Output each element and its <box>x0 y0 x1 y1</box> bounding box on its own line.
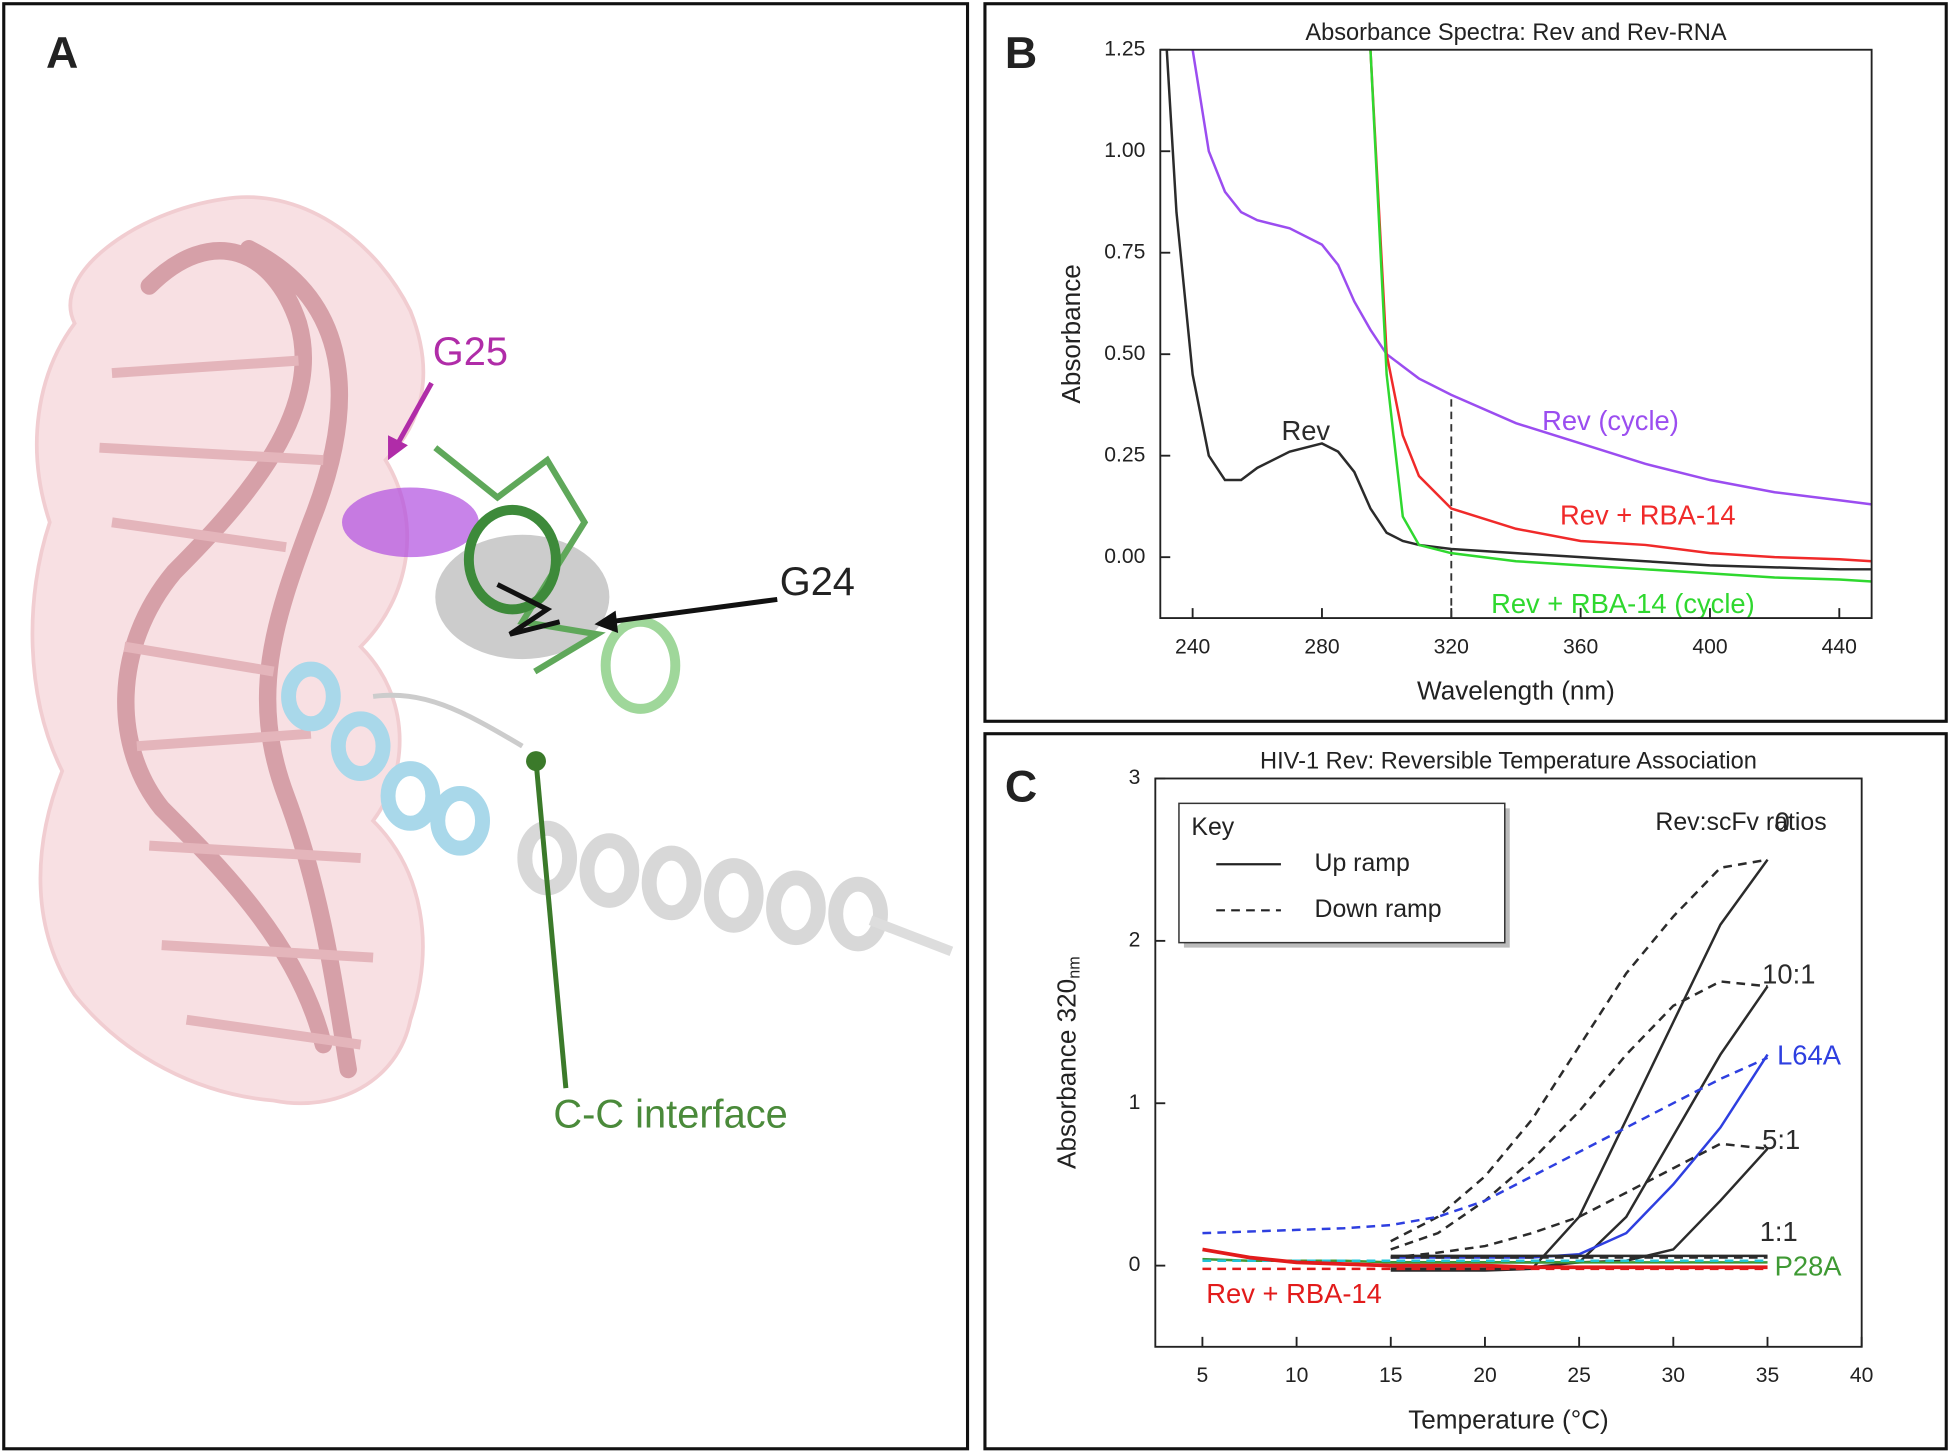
x-tick-label: 360 <box>1563 635 1598 658</box>
plot-frame <box>1159 48 1873 619</box>
y-tick-label: 1 <box>1129 1091 1141 1114</box>
x-tick-label: 240 <box>1175 635 1210 658</box>
x-tick-label: 15 <box>1379 1364 1402 1387</box>
y-axis-label-sub: nm <box>1066 956 1084 978</box>
legend-label: Up ramp <box>1315 849 1410 877</box>
series-label: L64A <box>1777 1039 1842 1070</box>
series-line <box>1165 49 1872 571</box>
series-line <box>1369 49 1872 563</box>
series-line <box>1390 858 1768 1243</box>
series-line <box>1390 1147 1769 1264</box>
y-tick-label: 0 <box>1129 1253 1141 1276</box>
legend-box <box>1178 802 1506 944</box>
series-label: Rev <box>1281 415 1330 446</box>
molecule-label: C-C interface <box>553 1092 787 1136</box>
x-tick-label: 30 <box>1662 1364 1686 1387</box>
y-tick-label: 0.00 <box>1104 545 1145 568</box>
chart-title: Absorbance Spectra: Rev and Rev-RNA <box>1305 20 1726 46</box>
series-label: Rev + RBA-14 (cycle) <box>1491 588 1755 619</box>
legend-label: Down ramp <box>1315 895 1442 923</box>
series-line <box>1390 1142 1768 1259</box>
legend-title: Key <box>1191 813 1234 841</box>
series-label: 1:1 <box>1760 1216 1798 1247</box>
y-tick-label: 0.50 <box>1104 342 1145 365</box>
series-line <box>1369 49 1872 583</box>
molecule-label: G25 <box>433 330 508 374</box>
y-tick-label: 0.25 <box>1104 443 1145 466</box>
series-label: 10:1 <box>1762 958 1815 989</box>
panel-letter: B <box>1005 28 1037 78</box>
panel-b-frame <box>983 2 1948 723</box>
plot-frame <box>1154 777 1863 1348</box>
x-tick-label: 400 <box>1692 635 1727 658</box>
series-line <box>1202 1056 1769 1235</box>
panel-letter: A <box>46 28 78 78</box>
chart-title: HIV-1 Rev: Reversible Temperature Associ… <box>1260 749 1757 775</box>
series-label: 5:1 <box>1762 1124 1800 1155</box>
x-tick-label: 10 <box>1285 1364 1308 1387</box>
series-label: Rev + RBA-14 <box>1560 500 1736 531</box>
panel-c-frame <box>983 732 1948 1451</box>
panel-a-frame <box>2 2 970 1451</box>
y-tick-label: 0.75 <box>1104 240 1145 263</box>
y-tick-label: 1.25 <box>1104 37 1145 60</box>
series-line <box>1202 1247 1768 1270</box>
x-tick-label: 280 <box>1304 635 1339 658</box>
panel-letter: C <box>1005 762 1037 812</box>
y-tick-label: 1.00 <box>1104 139 1145 162</box>
x-tick-label: 25 <box>1567 1364 1591 1387</box>
x-tick-label: 320 <box>1434 635 1469 658</box>
series-line <box>1390 858 1769 1272</box>
series-label: P28A <box>1775 1251 1843 1282</box>
x-axis-label: Temperature (°C) <box>1408 1404 1609 1434</box>
series-label: Rev + RBA-14 <box>1206 1278 1382 1309</box>
series-label: 0 <box>1775 807 1790 838</box>
series-header: Rev:scFv ratios <box>1655 808 1826 836</box>
y-tick-label: 3 <box>1129 766 1141 789</box>
x-axis-label: Wavelength (nm) <box>1417 676 1615 706</box>
x-tick-label: 35 <box>1756 1364 1780 1387</box>
x-tick-label: 40 <box>1850 1364 1873 1387</box>
x-tick-label: 440 <box>1822 635 1857 658</box>
y-axis-label-text: Absorbance 320 <box>1051 979 1081 1169</box>
y-axis-label: Absorbance <box>1056 264 1086 403</box>
x-tick-label: 20 <box>1473 1364 1497 1387</box>
x-tick-label: 5 <box>1197 1364 1209 1387</box>
series-label: Rev (cycle) <box>1542 405 1679 436</box>
molecule-label: G24 <box>780 560 855 604</box>
molecule-render <box>30 195 954 1106</box>
y-tick-label: 2 <box>1129 928 1141 951</box>
y-axis-label: Absorbance 320nm <box>1051 956 1084 1169</box>
